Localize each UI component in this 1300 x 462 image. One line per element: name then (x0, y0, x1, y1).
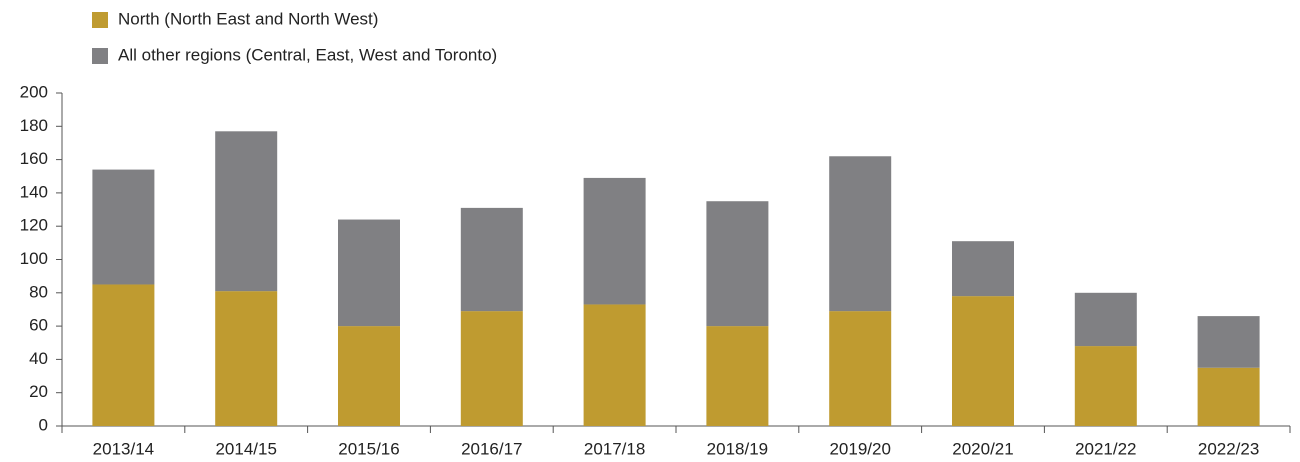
y-tick-label: 20 (29, 382, 48, 401)
y-tick-label: 40 (29, 349, 48, 368)
x-tick-label: 2016/17 (461, 439, 522, 458)
y-tick-label: 0 (39, 415, 48, 434)
y-tick-label: 120 (20, 216, 48, 235)
bar-segment (92, 284, 155, 426)
bar-segment (1074, 292, 1137, 347)
bar-segment (1197, 316, 1260, 368)
x-tick-label: 2022/23 (1198, 439, 1259, 458)
bar-segment (1197, 367, 1260, 426)
bar-segment (706, 326, 769, 426)
bar-segment (583, 304, 646, 426)
bar-segment (829, 156, 892, 312)
bar-segment (829, 311, 892, 426)
bar-segment (583, 177, 646, 305)
x-tick-label: 2020/21 (952, 439, 1013, 458)
x-tick-label: 2017/18 (584, 439, 645, 458)
bar-segment (952, 241, 1014, 297)
y-tick-label: 80 (29, 282, 48, 301)
x-tick-label: 2018/19 (707, 439, 768, 458)
bar-segment (92, 169, 155, 285)
y-tick-label: 100 (20, 249, 48, 268)
bar-segment (338, 326, 400, 426)
bar-segment (215, 131, 278, 292)
bar-segment (460, 311, 523, 426)
bar-segment (215, 291, 278, 426)
bar-segment (706, 201, 769, 327)
bar-segment (338, 219, 400, 327)
x-tick-label: 2013/14 (93, 439, 154, 458)
legend-swatch (92, 12, 108, 28)
legend-label: North (North East and North West) (118, 9, 378, 28)
y-tick-label: 180 (20, 116, 48, 135)
y-tick-label: 160 (20, 149, 48, 168)
x-tick-label: 2021/22 (1075, 439, 1136, 458)
bar-segment (460, 207, 523, 312)
x-tick-label: 2015/16 (338, 439, 399, 458)
y-tick-label: 200 (20, 82, 48, 101)
bar-segment (1074, 346, 1137, 426)
x-tick-label: 2019/20 (829, 439, 890, 458)
x-tick-label: 2014/15 (215, 439, 276, 458)
legend-swatch (92, 48, 108, 64)
bar-segment (952, 296, 1014, 426)
y-tick-label: 140 (20, 182, 48, 201)
legend-label: All other regions (Central, East, West a… (118, 45, 497, 64)
y-tick-label: 60 (29, 316, 48, 335)
